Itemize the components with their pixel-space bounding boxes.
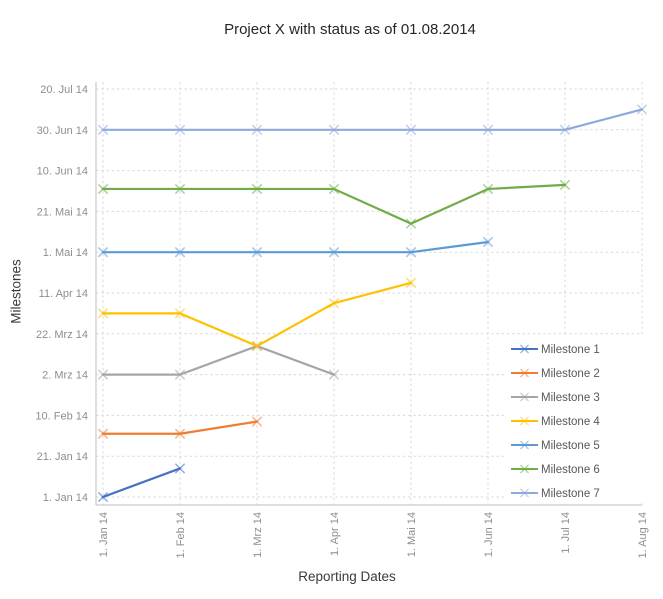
series-marker-5 (98, 247, 108, 258)
series-marker-7 (98, 124, 108, 135)
series-marker-4 (175, 308, 185, 319)
series-marker-2 (175, 428, 185, 439)
y-tick-label: 21. Mai 14 (37, 206, 88, 218)
series-marker-6 (560, 179, 570, 190)
x-tick-label: 1. Jul 14 (560, 512, 572, 554)
legend-label: Milestone 4 (541, 416, 600, 428)
legend-label: Milestone 2 (541, 368, 600, 380)
y-axis-title: Milestones (8, 259, 24, 324)
y-tick-label: 1. Jan 14 (43, 492, 88, 504)
series-marker-3 (175, 369, 185, 380)
legend-marker (520, 392, 529, 402)
legend-marker (520, 368, 529, 378)
series-line-5 (101, 240, 490, 254)
series-marker-5 (175, 247, 185, 258)
y-tick-label: 10. Feb 14 (35, 410, 88, 422)
series-marker-3 (329, 369, 339, 380)
legend-marker (520, 344, 529, 354)
series-marker-7 (560, 124, 570, 135)
series-marker-1 (98, 492, 108, 502)
y-tick-label: 10. Jun 14 (37, 166, 88, 178)
x-tick-label: 1. Mrz 14 (252, 512, 264, 558)
series-marker-4 (329, 298, 339, 309)
y-tick-label: 30. Jun 14 (37, 125, 88, 137)
y-tick-label: 2. Mrz 14 (42, 370, 88, 382)
series-marker-6 (98, 183, 108, 194)
series-line-1 (101, 467, 182, 499)
chart-title: Project X with status as of 01.08.2014 (224, 21, 476, 38)
series-marker-5 (483, 237, 493, 247)
legend-label: Milestone 6 (541, 464, 600, 476)
y-tick-label: 20. Jul 14 (40, 84, 88, 96)
legend-marker (520, 440, 529, 450)
series-line-7 (101, 108, 644, 131)
x-tick-label: 1. Apr 14 (329, 512, 341, 556)
series-marker-6 (252, 183, 262, 194)
series-marker-2 (252, 416, 262, 427)
y-tick-label: 21. Jan 14 (37, 451, 88, 463)
legend-label: Milestone 1 (541, 344, 600, 356)
legend-label: Milestone 7 (541, 488, 600, 500)
y-tick-label: 1. Mai 14 (43, 247, 88, 259)
x-tick-label: 1. Mai 14 (406, 512, 418, 557)
series-marker-7 (175, 124, 185, 135)
series-marker-5 (406, 247, 416, 258)
series-marker-7 (483, 124, 493, 135)
series-marker-7 (406, 124, 416, 135)
x-tick-label: 1. Feb 14 (175, 512, 187, 558)
series-marker-1 (175, 463, 185, 474)
series-marker-6 (483, 183, 493, 194)
series-marker-4 (406, 277, 416, 288)
series-marker-7 (637, 104, 647, 115)
series-marker-7 (329, 124, 339, 135)
legend-marker (520, 488, 529, 498)
series-marker-7 (252, 124, 262, 135)
series-marker-4 (252, 341, 262, 352)
series-marker-5 (252, 247, 262, 258)
x-tick-label: 1. Jan 14 (98, 512, 110, 557)
series-marker-6 (329, 183, 339, 194)
series-marker-6 (175, 183, 185, 194)
x-tick-label: 1. Aug 14 (637, 512, 649, 559)
y-tick-label: 22. Mrz 14 (36, 329, 88, 341)
series-marker-4 (98, 308, 108, 319)
series-marker-3 (98, 369, 108, 380)
series-line-3 (101, 344, 336, 376)
series-marker-2 (98, 428, 108, 439)
legend-marker (520, 464, 529, 474)
legend-marker (520, 416, 529, 426)
legend-label: Milestone 3 (541, 392, 600, 404)
series-marker-5 (329, 247, 339, 258)
legend-label: Milestone 5 (541, 440, 600, 452)
x-tick-label: 1. Jun 14 (483, 512, 495, 557)
series-marker-6 (406, 218, 416, 229)
x-axis-title: Reporting Dates (298, 569, 396, 584)
y-tick-label: 11. Apr 14 (39, 288, 88, 300)
legend-box (506, 336, 663, 502)
